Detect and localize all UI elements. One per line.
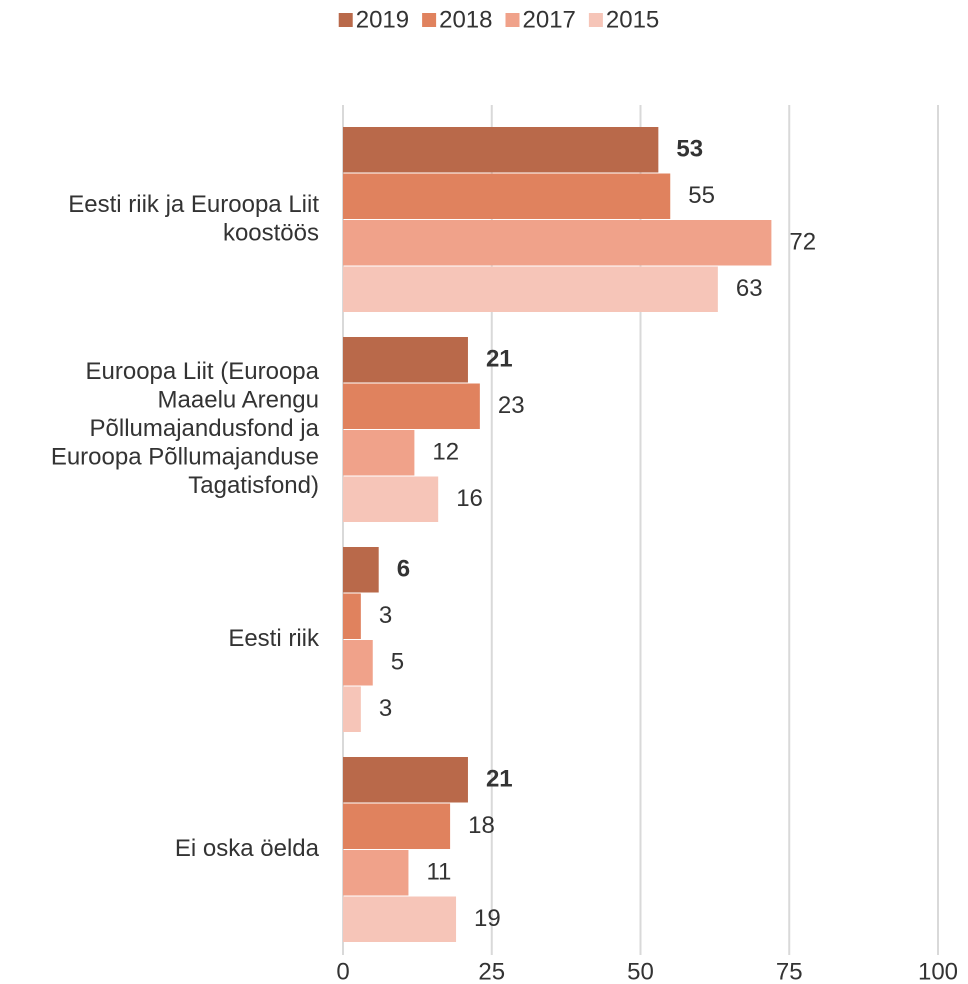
bar bbox=[343, 476, 439, 522]
data-label: 72 bbox=[789, 229, 816, 256]
legend-label: 2018 bbox=[439, 6, 492, 33]
data-label: 19 bbox=[474, 905, 501, 932]
data-label: 5 bbox=[391, 649, 404, 676]
data-label: 55 bbox=[688, 182, 715, 209]
y-tick-label: Ei oska öelda bbox=[175, 835, 320, 862]
data-label: 21 bbox=[486, 766, 513, 793]
bar bbox=[343, 173, 671, 219]
legend-label: 2017 bbox=[523, 6, 576, 33]
bar bbox=[343, 337, 468, 383]
data-label: 16 bbox=[456, 485, 483, 512]
legend-swatch bbox=[422, 13, 437, 27]
data-label: 63 bbox=[736, 275, 763, 302]
bar bbox=[343, 127, 659, 173]
x-tick-label: 75 bbox=[776, 958, 803, 984]
data-label: 11 bbox=[426, 859, 451, 886]
data-label: 18 bbox=[468, 812, 495, 839]
x-tick-label: 25 bbox=[478, 958, 505, 984]
x-tick-label: 50 bbox=[627, 958, 654, 984]
data-label: 23 bbox=[498, 392, 525, 419]
data-label: 3 bbox=[379, 602, 392, 629]
y-tick-label: Eesti riik bbox=[228, 625, 320, 652]
data-label: 6 bbox=[397, 556, 410, 583]
legend-label: 2015 bbox=[606, 6, 659, 33]
x-tick-label: 0 bbox=[336, 958, 349, 984]
y-tick-label: Euroopa Liit (Euroopa Maaelu Arengu Põllum… bbox=[51, 358, 320, 499]
bar bbox=[343, 757, 468, 803]
bar bbox=[343, 547, 379, 593]
data-label: 53 bbox=[676, 136, 703, 163]
bar bbox=[343, 430, 415, 476]
bar bbox=[343, 593, 361, 639]
legend-swatch bbox=[588, 13, 603, 27]
legend-label: 2019 bbox=[356, 6, 409, 33]
bar bbox=[343, 640, 373, 686]
bar bbox=[343, 803, 451, 849]
x-tick-label: 100 bbox=[918, 958, 958, 984]
bar bbox=[343, 383, 480, 429]
data-label: 3 bbox=[379, 695, 392, 722]
y-tick-label: Eesti riik ja Euroopa Liit koostöös bbox=[68, 191, 319, 247]
legend: 2019 2018 2017 2015 bbox=[338, 6, 659, 33]
bar bbox=[343, 850, 409, 896]
bar bbox=[343, 896, 457, 942]
legend-swatch bbox=[505, 13, 520, 27]
bar bbox=[343, 266, 718, 312]
data-label: 12 bbox=[432, 439, 459, 466]
bar bbox=[343, 220, 772, 266]
bar bbox=[343, 686, 361, 732]
data-label: 21 bbox=[486, 346, 513, 373]
legend-swatch bbox=[338, 13, 353, 27]
